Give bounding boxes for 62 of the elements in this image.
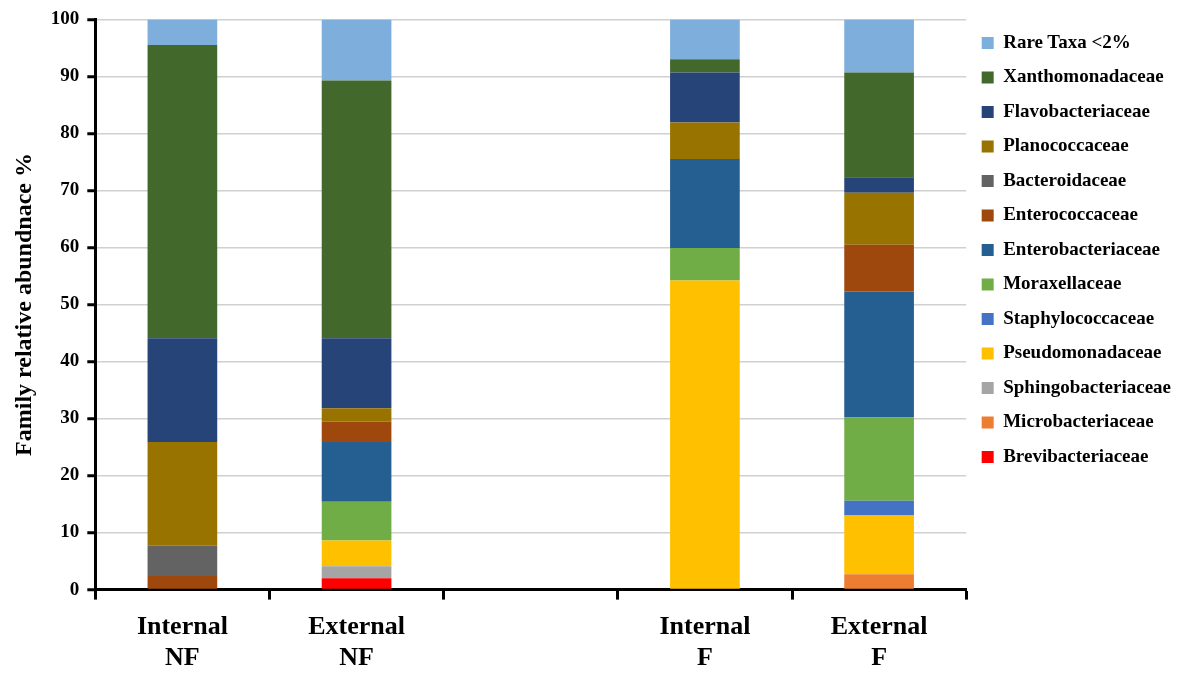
bar: [147, 545, 218, 576]
bar: [670, 72, 740, 123]
legend-label: Enterobacteriaceae: [1003, 237, 1161, 259]
bar: [844, 500, 914, 516]
legend-label: Bacteroidaceae: [1003, 168, 1127, 190]
bar: [670, 122, 740, 160]
bar: [321, 540, 392, 567]
bar: [321, 19, 392, 81]
bar: [147, 575, 218, 589]
y-tick-label: 40: [60, 349, 80, 371]
bar: [321, 80, 392, 339]
bar: [670, 280, 740, 589]
legend-label: Brevibacteriaceae: [1003, 444, 1149, 466]
legend-label: Pseudomonadaceae: [1003, 341, 1162, 363]
bar: [321, 578, 392, 589]
legend-label: Sphingobacteriaceae: [1003, 375, 1172, 397]
bar: [147, 45, 218, 339]
x-tick-label: Internal F: [659, 610, 751, 672]
y-tick-label: 60: [60, 235, 80, 257]
bar: [844, 19, 914, 73]
bar: [844, 244, 914, 292]
x-tick-label: External F: [830, 610, 928, 672]
bar: [844, 417, 914, 501]
y-tick-label: 30: [60, 406, 80, 428]
x-tick-label: Internal NF: [136, 610, 228, 672]
legend-label: Microbacteriaceae: [1003, 410, 1154, 432]
bar: [670, 159, 740, 249]
y-tick-label: 20: [60, 463, 80, 485]
bar: [147, 19, 218, 46]
bar: [321, 421, 392, 442]
legend-label: Staphylococcaceae: [1003, 306, 1155, 328]
legend-label: Xanthomonadaceae: [1003, 65, 1164, 87]
legend-label: Enterococcaceae: [1003, 203, 1138, 225]
legend-label: Moraxellaceae: [1003, 272, 1122, 294]
bar: [321, 566, 392, 579]
bar: [844, 515, 914, 575]
y-tick-label: 90: [60, 64, 80, 86]
bar: [844, 72, 914, 178]
y-tick-label: 50: [60, 292, 80, 314]
bar: [670, 248, 740, 281]
y-tick-label: 80: [60, 121, 80, 143]
bar: [321, 501, 392, 541]
legend-label: Rare Taxa <2%: [1003, 30, 1131, 52]
bar: [844, 177, 914, 193]
bar: [670, 59, 740, 73]
y-tick-label: 10: [60, 520, 80, 542]
bar: [321, 441, 392, 502]
y-tick-label: 100: [50, 7, 80, 29]
bar: [321, 408, 392, 422]
bar: [844, 192, 914, 245]
bar: [147, 441, 218, 546]
y-tick-label: 70: [60, 178, 80, 200]
legend-label: Planococcaceae: [1003, 134, 1129, 156]
bar: [844, 291, 914, 418]
x-tick-label: External NF: [308, 610, 405, 672]
bar: [147, 338, 218, 442]
y-axis-title: Family relative abundnace %: [9, 153, 36, 456]
bar: [670, 19, 740, 60]
y-tick-label: 0: [69, 577, 80, 599]
bar: [321, 338, 392, 409]
bar: [844, 574, 914, 589]
legend-label: Flavobacteriaceae: [1003, 99, 1150, 121]
